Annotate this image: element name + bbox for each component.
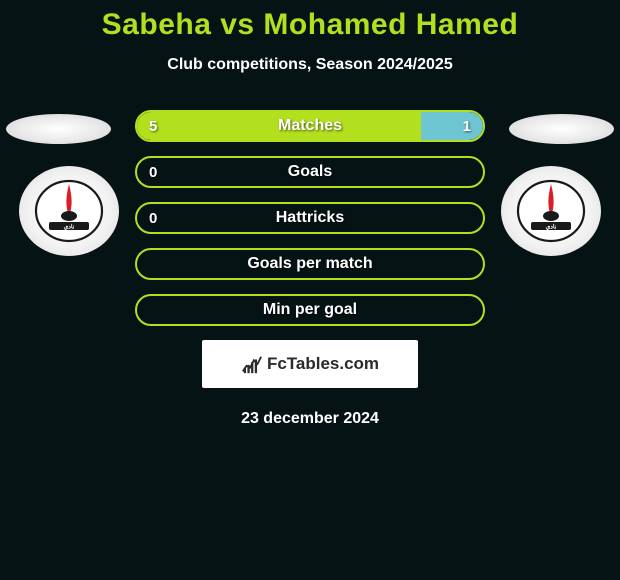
stat-row: Min per goal — [135, 294, 485, 326]
stat-row: Hattricks0 — [135, 202, 485, 234]
stat-value-right: 1 — [463, 118, 471, 135]
stat-value-left: 0 — [149, 210, 157, 227]
stat-label: Min per goal — [137, 301, 483, 319]
stat-row: Goals0 — [135, 156, 485, 188]
stat-row: Matches5 1 — [135, 110, 485, 142]
stat-value-left: 0 — [149, 164, 157, 181]
attribution-panel: FcTables.com — [202, 340, 418, 388]
svg-text:نادي: نادي — [64, 224, 75, 231]
enppi-badge-icon: نادي — [501, 166, 601, 256]
stat-label: Goals — [137, 163, 483, 181]
svg-text:نادي: نادي — [546, 224, 557, 231]
comparison-stage: نادي نادي Matches51Goals0Hattricks0Goals… — [0, 110, 620, 428]
stat-value-left: 5 — [149, 118, 157, 135]
stat-row: Goals per match — [135, 248, 485, 280]
player-slot-right — [509, 114, 614, 144]
club-badge-left: نادي — [19, 166, 119, 256]
page-subtitle: Club competitions, Season 2024/2025 — [0, 56, 620, 74]
chart-icon — [241, 353, 263, 375]
page-title: Sabeha vs Mohamed Hamed — [0, 0, 620, 42]
player-slot-left — [6, 114, 111, 144]
enppi-badge-icon: نادي — [19, 166, 119, 256]
stat-label: Matches — [137, 117, 483, 135]
stat-label: Hattricks — [137, 209, 483, 227]
attribution-text: FcTables.com — [267, 354, 379, 374]
stats-bars: Matches51Goals0Hattricks0Goals per match… — [135, 110, 485, 326]
club-badge-right: نادي — [501, 166, 601, 256]
snapshot-date: 23 december 2024 — [0, 410, 620, 428]
stat-label: Goals per match — [137, 255, 483, 273]
